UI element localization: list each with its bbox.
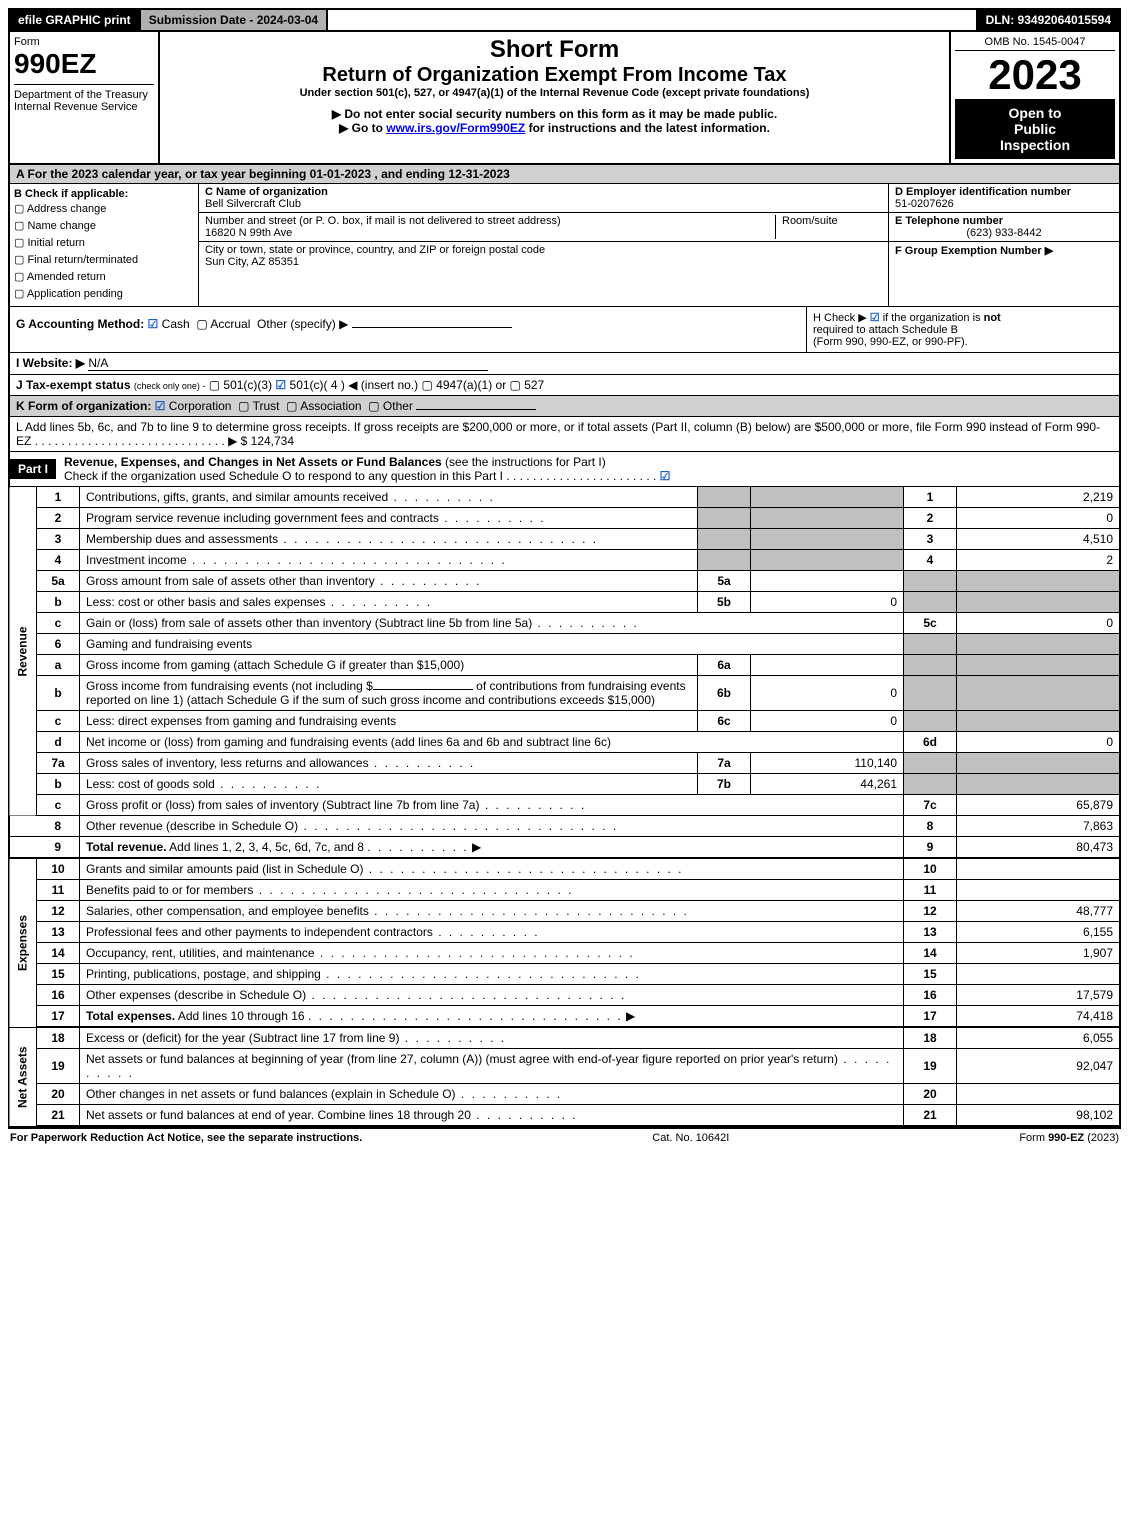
submission-date: Submission Date - 2024-03-04 bbox=[141, 10, 328, 30]
main-title: Return of Organization Exempt From Incom… bbox=[164, 64, 945, 87]
box-e: E Telephone number (623) 933-8442 bbox=[889, 213, 1119, 242]
chk-cash[interactable]: ☑ bbox=[148, 317, 159, 331]
line-i: I Website: ▶ N/A bbox=[8, 353, 1121, 375]
part1-header: Part I Revenue, Expenses, and Changes in… bbox=[8, 452, 1121, 487]
expenses-table: Expenses 10Grants and similar amounts pa… bbox=[8, 859, 1121, 1028]
chk-initial-return[interactable]: ▢ Initial return bbox=[14, 234, 194, 251]
box-d: D Employer identification number 51-0207… bbox=[889, 184, 1119, 213]
expenses-side-label: Expenses bbox=[9, 859, 37, 1027]
org-city: Sun City, AZ 85351 bbox=[205, 256, 882, 268]
website: N/A bbox=[88, 356, 108, 370]
tax-year: 2023 bbox=[955, 51, 1115, 99]
line-j: J Tax-exempt status (check only one) - ▢… bbox=[8, 375, 1121, 396]
chk-schedule-o[interactable]: ☑ bbox=[660, 469, 671, 483]
box-h: H Check ▶ ☑ if the organization is not r… bbox=[806, 307, 1119, 352]
section-a: A For the 2023 calendar year, or tax yea… bbox=[8, 165, 1121, 184]
chk-h[interactable]: ☑ bbox=[870, 312, 880, 324]
net-assets-side-label: Net Assets bbox=[9, 1028, 37, 1126]
paperwork-notice: For Paperwork Reduction Act Notice, see … bbox=[10, 1132, 362, 1144]
room-suite: Room/suite bbox=[775, 215, 882, 239]
page-footer: For Paperwork Reduction Act Notice, see … bbox=[8, 1127, 1121, 1147]
ssn-warning: ▶ Do not enter social security numbers o… bbox=[164, 107, 945, 121]
dept-treasury: Department of the Treasury bbox=[14, 89, 154, 101]
irs-label: Internal Revenue Service bbox=[14, 101, 154, 113]
cat-no: Cat. No. 10642I bbox=[652, 1132, 729, 1144]
box-f: F Group Exemption Number ▶ bbox=[889, 242, 1119, 259]
goto-line: ▶ Go to www.irs.gov/Form990EZ for instru… bbox=[164, 121, 945, 135]
form-footer: Form 990-EZ (2023) bbox=[1019, 1132, 1119, 1144]
net-assets-table: Net Assets 18Excess or (deficit) for the… bbox=[8, 1028, 1121, 1127]
chk-501c4[interactable]: ☑ bbox=[275, 378, 286, 392]
efile-print[interactable]: efile GRAPHIC print bbox=[10, 10, 141, 30]
revenue-table: Revenue 1Contributions, gifts, grants, a… bbox=[8, 487, 1121, 859]
open-to-public: Open to Public Inspection bbox=[955, 99, 1115, 159]
org-name: Bell Silvercraft Club bbox=[205, 198, 882, 210]
chk-address-change[interactable]: ▢ Address change bbox=[14, 200, 194, 217]
short-form-title: Short Form bbox=[164, 36, 945, 64]
dln: DLN: 93492064015594 bbox=[978, 10, 1119, 30]
subtitle: Under section 501(c), 527, or 4947(a)(1)… bbox=[164, 87, 945, 99]
chk-name-change[interactable]: ▢ Name change bbox=[14, 217, 194, 234]
line-k: K Form of organization: ☑ Corporation ▢ … bbox=[8, 396, 1121, 417]
chk-amended-return[interactable]: ▢ Amended return bbox=[14, 268, 194, 285]
top-bar: efile GRAPHIC print Submission Date - 20… bbox=[8, 8, 1121, 32]
chk-corporation[interactable]: ☑ bbox=[155, 399, 166, 413]
org-address: 16820 N 99th Ave bbox=[205, 227, 775, 239]
gross-receipts: 124,734 bbox=[251, 434, 294, 448]
irs-link[interactable]: www.irs.gov/Form990EZ bbox=[386, 121, 525, 135]
info-block: B Check if applicable: ▢ Address change … bbox=[8, 184, 1121, 307]
omb-number: OMB No. 1545-0047 bbox=[955, 36, 1115, 51]
form-label: Form bbox=[14, 36, 154, 48]
chk-final-return[interactable]: ▢ Final return/terminated bbox=[14, 251, 194, 268]
line-l: L Add lines 5b, 6c, and 7b to line 9 to … bbox=[8, 417, 1121, 452]
form-number: 990EZ bbox=[14, 48, 154, 80]
form-header: Form 990EZ Department of the Treasury In… bbox=[8, 32, 1121, 165]
chk-application-pending[interactable]: ▢ Application pending bbox=[14, 285, 194, 302]
box-b: B Check if applicable: ▢ Address change … bbox=[10, 184, 199, 306]
ein: 51-0207626 bbox=[895, 198, 1113, 210]
line-g-h: G Accounting Method: ☑ Cash ▢ Accrual Ot… bbox=[8, 307, 1121, 353]
box-c: C Name of organization Bell Silvercraft … bbox=[199, 184, 889, 306]
phone: (623) 933-8442 bbox=[895, 227, 1113, 239]
revenue-side-label: Revenue bbox=[9, 487, 37, 816]
